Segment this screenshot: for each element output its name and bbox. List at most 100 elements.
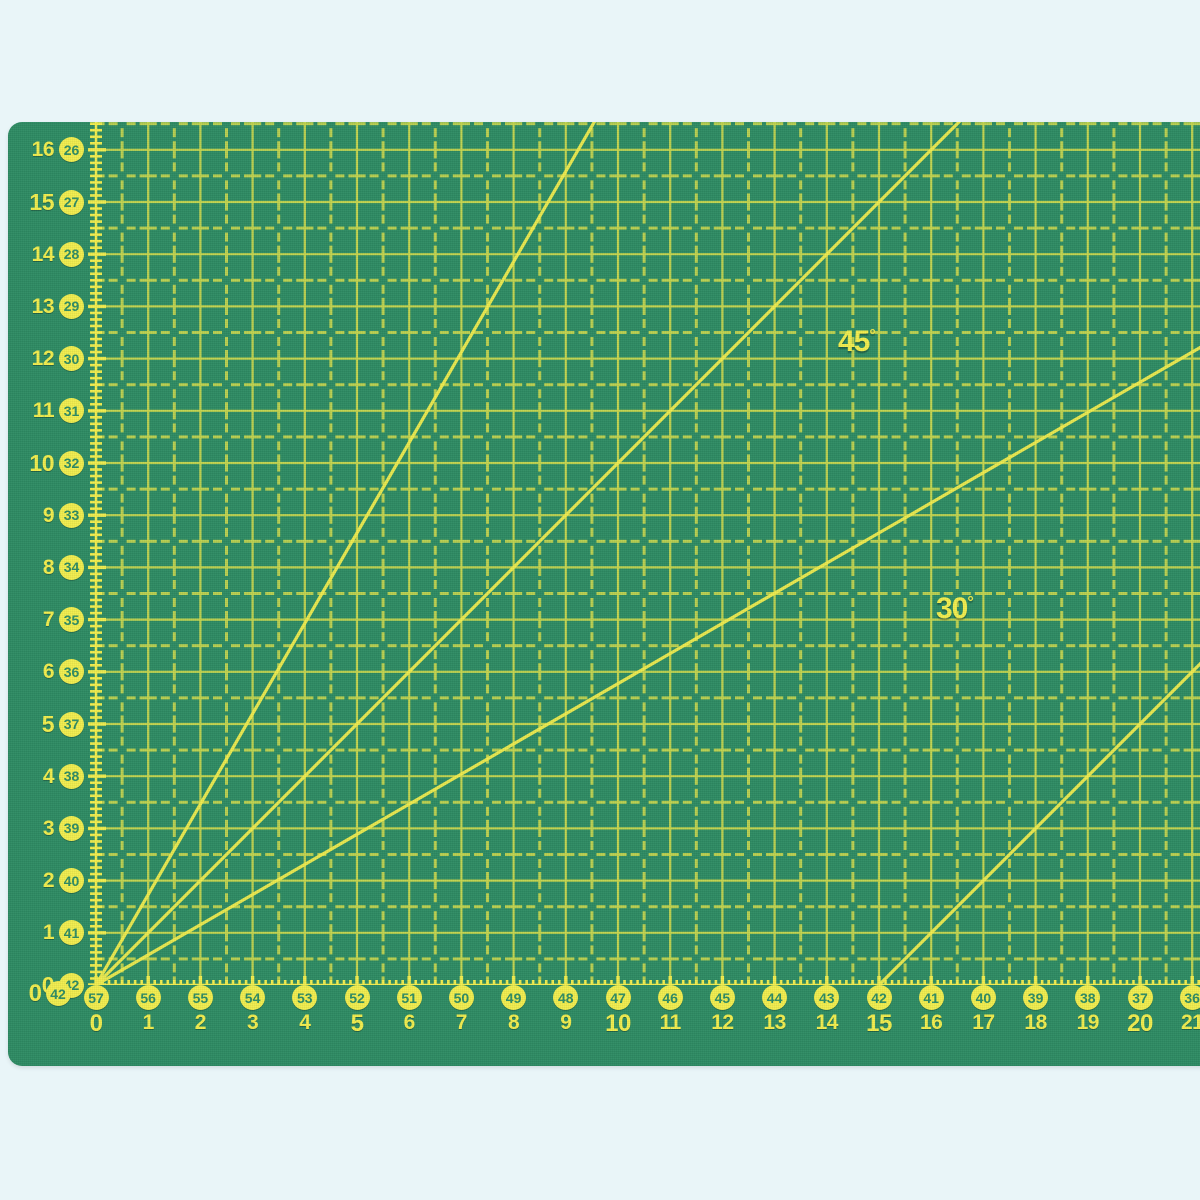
half-inch-crosshair: [618, 150, 670, 202]
half-inch-crosshair: [409, 881, 461, 933]
half-inch-crosshair: [775, 620, 827, 672]
half-inch-crosshair: [618, 881, 670, 933]
horizontal-ruler-label-secondary: 56: [135, 985, 161, 1010]
half-inch-crosshair: [1140, 829, 1192, 880]
half-inch-crosshair: [1192, 539, 1200, 543]
vertical-ruler-row: 9 33: [8, 500, 88, 530]
half-inch-crosshair: [931, 881, 983, 933]
half-inch-crosshair: [670, 724, 722, 776]
half-inch-crosshair: [984, 568, 1035, 619]
half-inch-crosshair: [931, 411, 983, 463]
horizontal-ruler-column: 56 1: [118, 985, 178, 1033]
degree-symbol: °: [967, 594, 973, 611]
half-inch-crosshair: [618, 307, 670, 358]
vertical-ruler-label-secondary: 27: [59, 189, 84, 215]
half-inch-crosshair: [618, 411, 670, 463]
half-inch-crosshair: [566, 568, 618, 619]
half-inch-crosshair: [879, 202, 931, 254]
half-inch-crosshair: [409, 202, 461, 254]
half-inch-crosshair: [931, 776, 983, 828]
half-inch-crosshair: [566, 515, 618, 567]
half-inch-crosshair: [723, 463, 774, 515]
horizontal-ruler-label-secondary: 49: [501, 985, 527, 1010]
vertical-ruler-label-primary: 9: [42, 503, 55, 527]
half-inch-crosshair: [96, 150, 148, 202]
half-inch-crosshair: [462, 202, 513, 254]
half-inch-crosshair: [827, 829, 879, 880]
vertical-ruler-row: 7 35: [8, 605, 88, 635]
horizontal-ruler-column: 49 8: [484, 985, 544, 1033]
horizontal-ruler-label-secondary: 39: [1023, 985, 1049, 1010]
half-inch-crosshair: [1140, 933, 1192, 985]
half-inch-crosshair: [462, 568, 513, 619]
horizontal-ruler-label-secondary: 41: [918, 985, 944, 1010]
half-inch-crosshair: [1088, 829, 1140, 880]
horizontal-ruler-label-secondary: 48: [553, 985, 579, 1010]
vertical-ruler-row: 2 40: [8, 866, 88, 896]
half-inch-crosshair: [723, 776, 774, 828]
degree-symbol: °: [869, 327, 875, 344]
half-inch-crosshair: [201, 463, 252, 515]
half-inch-crosshair: [409, 515, 461, 567]
half-inch-crosshair: [357, 254, 409, 306]
half-inch-crosshair: [1088, 254, 1140, 306]
horizontal-ruler-column: 48 9: [536, 985, 596, 1033]
horizontal-ruler-label-primary: 15: [866, 1010, 892, 1037]
half-inch-crosshair: [409, 122, 461, 150]
horizontal-ruler-label-secondary: 51: [396, 985, 422, 1010]
half-inch-crosshair: [984, 307, 1035, 358]
half-inch-crosshair: [827, 359, 879, 411]
horizontal-ruler-label-secondary: 57: [83, 985, 109, 1010]
vertical-ruler-row: 14 28: [8, 239, 88, 269]
half-inch-crosshair: [1140, 122, 1192, 150]
vertical-ruler-label-secondary: 26: [59, 137, 84, 163]
half-inch-crosshair: [670, 150, 722, 202]
horizontal-ruler-label-primary: 16: [920, 1011, 943, 1034]
half-inch-crosshair: [984, 202, 1035, 254]
half-inch-crosshair: [514, 829, 566, 880]
half-inch-crosshair: [618, 463, 670, 515]
half-inch-crosshair: [566, 254, 618, 306]
vertical-ruler-row: 16 26: [8, 135, 88, 165]
half-inch-crosshair: [1192, 696, 1200, 700]
horizontal-ruler-column: 40 17: [953, 985, 1013, 1033]
half-inch-crosshair: [148, 122, 200, 150]
half-inch-crosshair: [253, 307, 305, 358]
half-inch-crosshair: [1088, 150, 1140, 202]
half-inch-crosshair: [879, 829, 931, 880]
vertical-ruler-row: 4 38: [8, 761, 88, 791]
half-inch-crosshair: [670, 515, 722, 567]
half-inch-crosshair: [201, 150, 252, 202]
vertical-ruler-label-primary: 13: [31, 294, 55, 318]
vertical-ruler-label-secondary: 31: [59, 398, 84, 424]
half-inch-crosshair: [462, 515, 513, 567]
half-inch-crosshair: [514, 463, 566, 515]
half-inch-crosshair: [931, 150, 983, 202]
vertical-ruler-label-secondary: 38: [59, 763, 84, 789]
horizontal-ruler-column: 39 18: [1006, 985, 1066, 1033]
half-inch-crosshair: [148, 620, 200, 672]
half-inch-crosshair: [1036, 776, 1088, 828]
half-inch-crosshair: [1088, 933, 1140, 985]
vertical-ruler-label-primary: 2: [42, 869, 55, 893]
angle-label-30: 30°: [936, 594, 974, 624]
half-inch-crosshair: [409, 724, 461, 776]
half-inch-crosshair: [1036, 122, 1088, 150]
horizontal-ruler-label-primary: 18: [1024, 1011, 1047, 1034]
horizontal-ruler-column: 36 21: [1162, 985, 1200, 1033]
half-inch-crosshair: [827, 515, 879, 567]
horizontal-ruler-column: 53 4: [275, 985, 335, 1033]
origin-label-primary: 0: [28, 980, 42, 1007]
half-inch-crosshair: [618, 620, 670, 672]
horizontal-ruler-label-primary: 21: [1181, 1011, 1200, 1034]
half-inch-crosshair: [879, 122, 931, 150]
half-inch-crosshair: [409, 829, 461, 880]
half-inch-crosshair: [148, 202, 200, 254]
half-inch-crosshair: [1140, 724, 1192, 776]
half-inch-crosshair: [1088, 881, 1140, 933]
horizontal-ruler-label-primary: 10: [605, 1010, 631, 1037]
half-inch-crosshair: [201, 359, 252, 411]
half-inch-crosshair: [1036, 307, 1088, 358]
vertical-ruler-label-primary: 1: [42, 921, 55, 945]
half-inch-crosshair: [566, 359, 618, 411]
